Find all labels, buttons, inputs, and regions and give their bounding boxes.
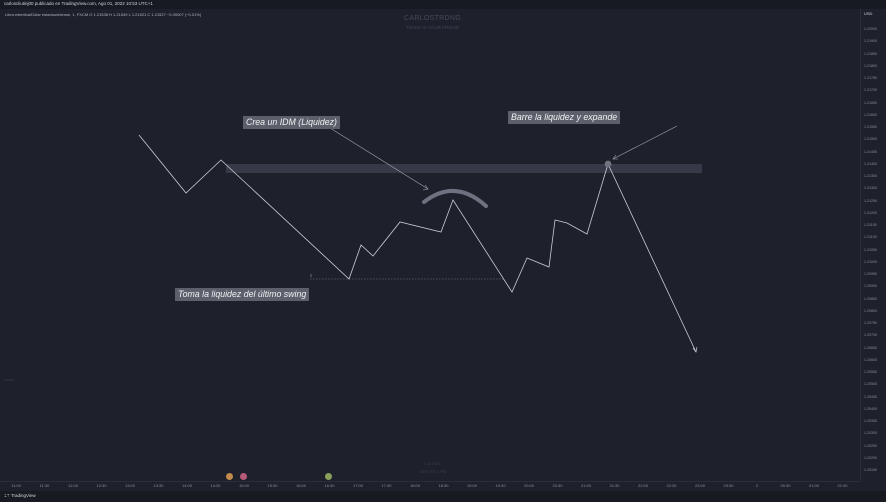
time-tick-label: 21:30 bbox=[609, 483, 620, 488]
time-tick-label: 12:00 bbox=[67, 483, 79, 488]
price-tick-label: 1.20350 bbox=[864, 419, 877, 423]
watermark-title: CARLOSTRDNG bbox=[404, 15, 461, 22]
idm-arrow-head bbox=[422, 184, 429, 191]
watermark-subtitle: TRADE IS YOUR FRIEND bbox=[406, 25, 459, 30]
top-bar: carloscliutinj00 publicado en TradingVie… bbox=[0, 0, 886, 9]
price-tick-label: 1.21000 bbox=[864, 259, 877, 264]
tradingview-logo[interactable]: 𝟷𝟽 TradingView bbox=[4, 493, 36, 498]
annotation-take-liquidity[interactable]: Toma la liquidez del último swing bbox=[175, 288, 310, 301]
price-tick-label: 1.21050 bbox=[864, 247, 877, 252]
time-tick-label: 13:30 bbox=[153, 483, 164, 488]
price-tick-label: 1.20700 bbox=[864, 333, 877, 338]
time-tick-label: 18:30 bbox=[438, 483, 449, 488]
price-tick-label: 1.20500 bbox=[864, 382, 877, 387]
time-tick-label: 11:30 bbox=[39, 483, 50, 488]
price-tick-label: 1.21500 bbox=[864, 137, 877, 142]
time-tick-label: 00:30 bbox=[780, 483, 791, 488]
time-tick-label: 20:00 bbox=[523, 483, 535, 488]
time-tick-label: 20:30 bbox=[552, 483, 563, 488]
annotation-sweep[interactable]: Barre la liquidez y expande bbox=[508, 111, 621, 124]
time-tick-label: 11:00 bbox=[11, 483, 21, 488]
sweep-arrow[interactable] bbox=[612, 125, 678, 160]
time-tick-label: 16:00 bbox=[295, 483, 307, 488]
price-tick-label: 1.21350 bbox=[864, 174, 877, 178]
price-tick-label: 1.21600 bbox=[864, 112, 877, 117]
published-info: carloscliutinj00 publicado en TradingVie… bbox=[4, 1, 153, 6]
time-tick-label: 23:30 bbox=[723, 483, 734, 488]
price-tick-label: 1.21400 bbox=[864, 161, 877, 166]
price-tick-label: 1.21700 bbox=[864, 88, 877, 93]
time-tick-label: 12:30 bbox=[96, 483, 107, 488]
price-tick-label: 1.21300 bbox=[864, 186, 877, 191]
time-tick-label: 14:00 bbox=[181, 483, 193, 488]
price-tick-label: 1.20650 bbox=[864, 345, 877, 350]
economic-event-icon[interactable] bbox=[325, 473, 332, 480]
economic-event-icon[interactable] bbox=[240, 473, 247, 480]
time-tick-label: 17:30 bbox=[381, 483, 392, 488]
price-tick-label: 1.20250 bbox=[864, 443, 877, 448]
price-tick-label: 1.22000 bbox=[864, 27, 877, 31]
price-tick-label: 1.21150 bbox=[864, 223, 877, 227]
price-tick-label: 1.20400 bbox=[864, 406, 877, 411]
price-tick-label: 1.20900 bbox=[864, 284, 877, 289]
time-tick-label: 22:30 bbox=[666, 483, 677, 488]
liquidity-zone[interactable] bbox=[226, 164, 702, 173]
idm-arrow[interactable] bbox=[329, 127, 429, 190]
price-tick-label: 1.20300 bbox=[864, 431, 877, 436]
sweep-arrow-head bbox=[612, 154, 618, 160]
price-tick-label: 1.21800 bbox=[864, 63, 877, 68]
time-tick-label: 01:30 bbox=[837, 483, 848, 488]
price-tick-label: 1.20850 bbox=[864, 296, 877, 301]
tradingview-logo-icon: 𝟷𝟽 bbox=[4, 493, 11, 498]
price-tick-label: 1.20800 bbox=[864, 308, 877, 313]
time-tick-label: 23:00 bbox=[694, 483, 706, 488]
price-tick-label: 1.20550 bbox=[864, 370, 877, 374]
price-tick-label: 1.20200 bbox=[864, 455, 877, 460]
footer-bar bbox=[0, 491, 886, 502]
price-tick-label: 1.21450 bbox=[864, 149, 877, 154]
watermark-pair: GBPUSD 1 PM bbox=[418, 469, 447, 474]
price-tick-label: 1.20150 bbox=[864, 468, 877, 472]
price-tick-label: 1.21250 bbox=[864, 198, 877, 203]
annotation-idm[interactable]: Crea un IDM (Liquidez) bbox=[243, 116, 340, 129]
time-tick-label: 2 bbox=[755, 483, 759, 488]
economic-event-icon[interactable] bbox=[226, 473, 233, 480]
price-axis[interactable] bbox=[860, 9, 886, 481]
price-tick-label: 1.21200 bbox=[864, 210, 877, 215]
price-path[interactable] bbox=[138, 134, 697, 353]
time-tick-label: 21:00 bbox=[580, 483, 592, 488]
price-tick-label: 1.21100 bbox=[864, 235, 877, 240]
price-tick-label: 1.20450 bbox=[864, 394, 877, 399]
time-tick-label: 17:00 bbox=[352, 483, 364, 488]
time-tick-label: 16:30 bbox=[324, 483, 335, 488]
time-tick-label: 01:00 bbox=[808, 483, 820, 488]
watermark-date: 1-8-2022 bbox=[424, 461, 441, 466]
time-tick-label: 15:00 bbox=[238, 483, 250, 488]
price-tick-label: 1.21650 bbox=[864, 100, 877, 105]
time-tick-label: 19:30 bbox=[495, 483, 506, 488]
price-tick-label: 1.20600 bbox=[864, 357, 877, 362]
time-tick-label: 19:00 bbox=[466, 483, 478, 488]
time-axis[interactable] bbox=[0, 481, 860, 492]
price-tick-label: 1.21550 bbox=[864, 125, 877, 129]
time-tick-label: 15:30 bbox=[267, 483, 278, 488]
symbol-legend[interactable]: Libra esterlina/Dólar estadounidense, 1,… bbox=[5, 12, 202, 17]
brand-name: TradingView bbox=[10, 493, 36, 498]
sweep-point-marker[interactable] bbox=[604, 160, 612, 168]
target-arrow-head bbox=[692, 346, 698, 353]
idm-arc[interactable] bbox=[422, 188, 488, 208]
time-tick-label: 22:00 bbox=[637, 483, 649, 488]
price-tick-label: 1.21850 bbox=[864, 51, 877, 56]
time-tick-label: 18:00 bbox=[409, 483, 421, 488]
price-tick-label: 1.20750 bbox=[864, 321, 877, 325]
price-tick-label: 1.21900 bbox=[864, 39, 877, 44]
price-tick-label: 1.20950 bbox=[864, 272, 877, 276]
currency-label: USD bbox=[864, 11, 873, 16]
time-tick-label: 13:00 bbox=[124, 483, 136, 488]
price-tick-label: 1.21750 bbox=[864, 76, 877, 80]
time-tick-label: 14:30 bbox=[210, 483, 221, 488]
